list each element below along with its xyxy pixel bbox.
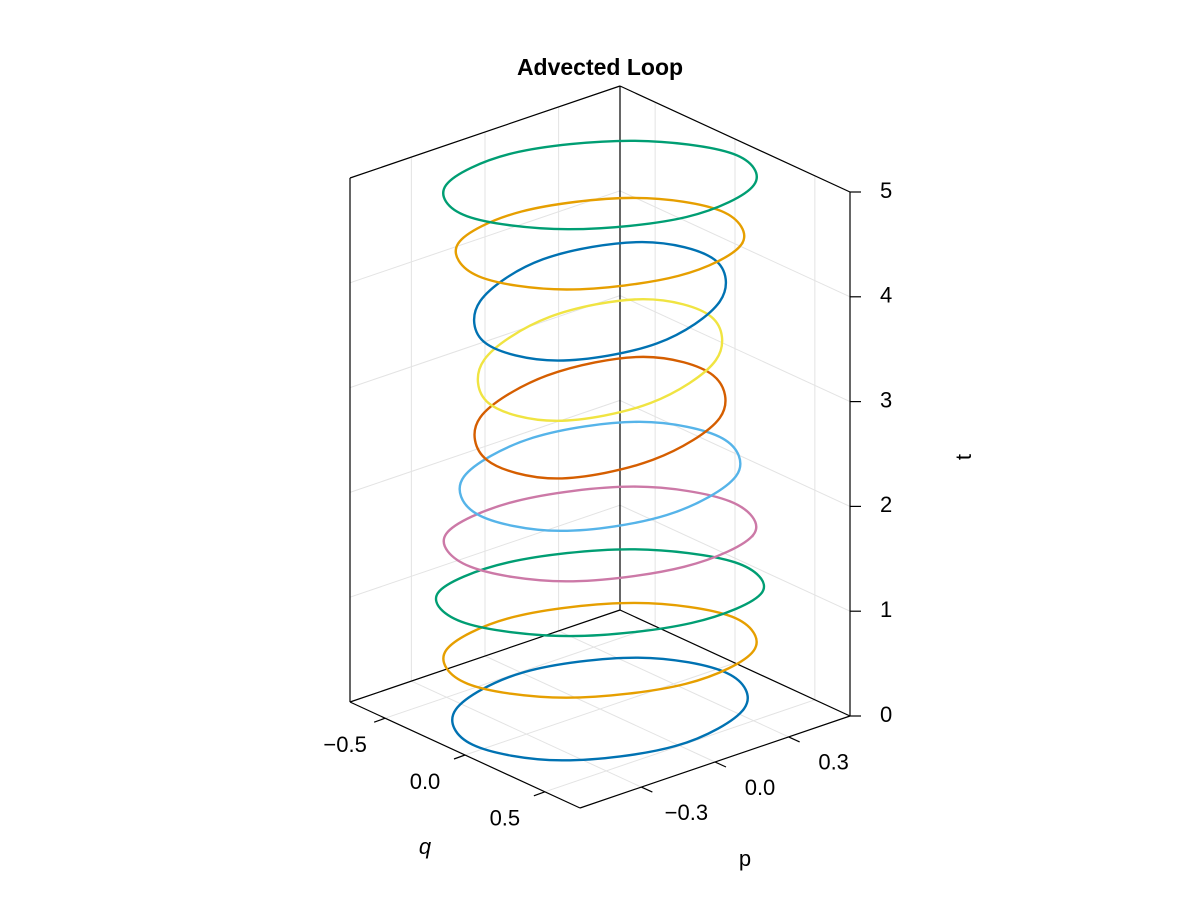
z-tick-label: 5 xyxy=(880,178,892,203)
loop xyxy=(476,298,724,423)
y-tick-label: −0.3 xyxy=(665,800,708,825)
x-axis-label: q xyxy=(419,834,432,859)
x-tick xyxy=(373,717,386,723)
loop xyxy=(451,656,749,762)
loop xyxy=(442,139,758,231)
y-axis-label: p xyxy=(739,846,751,871)
loop xyxy=(442,485,758,583)
z-axis-label: t xyxy=(951,454,976,460)
grid-line xyxy=(484,655,716,763)
axis-edge xyxy=(619,85,851,193)
loop xyxy=(458,420,742,533)
loop xyxy=(442,601,758,699)
x-tick xyxy=(453,754,466,760)
z-tick-label: 4 xyxy=(880,283,892,308)
z-tick-label: 0 xyxy=(880,702,892,727)
y-tick-label: 0.3 xyxy=(818,750,849,775)
grid-line xyxy=(558,630,789,738)
grid-line xyxy=(411,680,642,788)
y-tick-label: 0.0 xyxy=(745,775,776,800)
y-tick xyxy=(788,736,800,743)
z-tick-label: 3 xyxy=(880,387,892,412)
x-tick-label: 0.0 xyxy=(410,769,441,794)
loop xyxy=(472,240,728,362)
y-tick xyxy=(641,786,653,793)
axis-edge xyxy=(619,609,851,717)
y-tick xyxy=(714,761,727,768)
chart-title: Advected Loop xyxy=(517,54,683,80)
axis-edge xyxy=(349,85,621,179)
loop xyxy=(454,196,746,291)
z-tick-label: 2 xyxy=(880,492,892,517)
x-tick-label: 0.5 xyxy=(490,806,521,831)
z-tick-label: 1 xyxy=(880,597,892,622)
axis-edge xyxy=(349,609,621,703)
loop xyxy=(434,548,766,638)
loop xyxy=(473,355,727,480)
x-tick-label: −0.5 xyxy=(323,732,366,757)
x-tick xyxy=(533,791,546,797)
